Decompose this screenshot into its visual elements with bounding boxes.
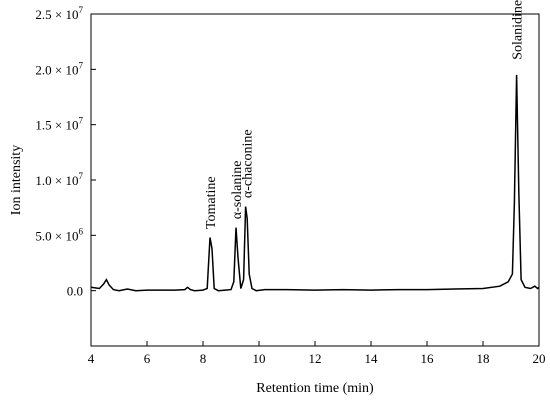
x-tick-label: 16 — [421, 351, 435, 366]
y-tick-label: 1.0 × 107 — [35, 171, 83, 188]
x-tick-label: 12 — [309, 351, 322, 366]
y-tick-label: 5.0 × 106 — [35, 226, 83, 243]
y-tick-label: 2.5 × 107 — [35, 5, 83, 22]
chromatogram-line — [90, 74, 540, 292]
x-tick-label: 10 — [253, 351, 266, 366]
y-axis-ticks: 0.0 5.0 × 106 1.0 × 107 1.5 × 107 2.0 × 107 2… — [35, 5, 96, 299]
plot-frame — [90, 13, 540, 347]
x-axis-ticks: 4 6 8 10 12 14 16 18 20 — [88, 341, 546, 366]
y-tick-label: 1.5 × 107 — [35, 116, 83, 133]
y-tick-label: 2.0 × 107 — [35, 60, 83, 77]
peak-label: α-solanine — [230, 161, 245, 220]
x-tick-label: 18 — [477, 351, 490, 366]
x-tick-label: 14 — [365, 351, 379, 366]
x-tick-label: 4 — [88, 351, 95, 366]
peak-label: α-chaconine — [240, 129, 255, 198]
peak-label: Solanidine — [511, 0, 526, 60]
y-axis-title: Ion intensity — [9, 145, 24, 215]
x-tick-label: 8 — [200, 351, 207, 366]
x-tick-label: 20 — [533, 351, 546, 366]
x-axis-title: Retention time (min) — [256, 381, 374, 396]
x-tick-label: 6 — [144, 351, 151, 366]
peak-label: Tomatine — [204, 176, 219, 229]
y-tick-label: 0.0 — [67, 284, 83, 299]
